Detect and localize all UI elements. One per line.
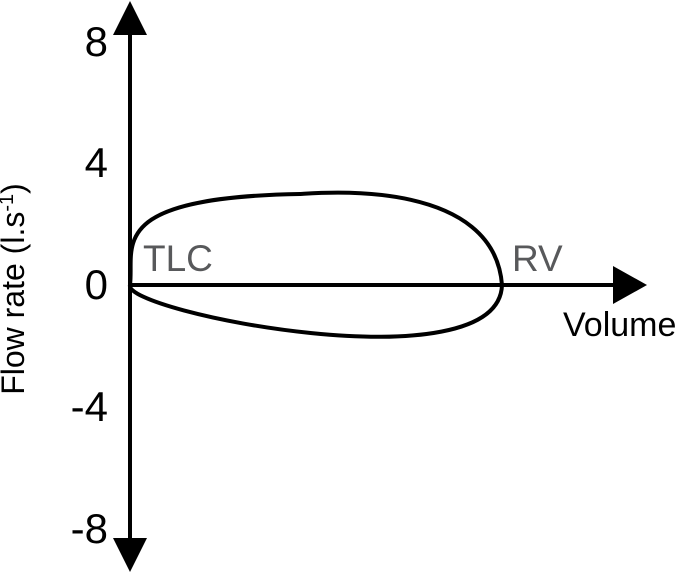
- svg-text:4: 4: [85, 139, 108, 186]
- svg-text:-4: -4: [71, 383, 108, 430]
- svg-text:0: 0: [85, 261, 108, 308]
- svg-text:-8: -8: [71, 505, 108, 552]
- svg-text:Volume: Volume: [563, 306, 676, 344]
- svg-text:Flow rate (l.s-1): Flow rate (l.s-1): [0, 183, 31, 395]
- svg-text:RV: RV: [512, 238, 563, 279]
- svg-text:TLC: TLC: [143, 238, 213, 279]
- svg-text:8: 8: [85, 18, 108, 65]
